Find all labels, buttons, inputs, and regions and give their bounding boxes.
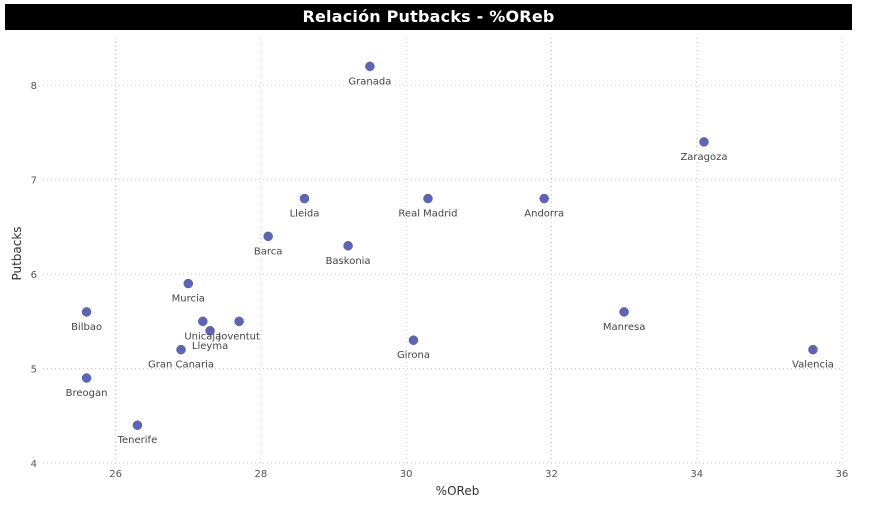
scatter-point[interactable] — [176, 344, 186, 355]
scatter-point[interactable] — [81, 307, 92, 317]
x-tick-label: 26 — [109, 469, 122, 480]
data-points — [81, 61, 818, 430]
point-label: Manresa — [603, 322, 645, 333]
scatter-point[interactable] — [263, 231, 273, 242]
y-tick-label: 8 — [31, 81, 37, 92]
point-label: Breogan — [66, 388, 108, 399]
point-label: Valencia — [792, 360, 834, 371]
point-label: Joventut — [217, 331, 260, 342]
x-tick-label: 32 — [545, 469, 558, 480]
scatter-point[interactable] — [343, 241, 353, 251]
x-tick-label: 30 — [400, 469, 413, 480]
point-label: Murcia — [172, 294, 205, 305]
point-label: Tenerife — [117, 435, 158, 446]
scatter-point[interactable] — [619, 307, 629, 317]
point-label: Girona — [397, 350, 430, 361]
scatter-point[interactable] — [132, 420, 143, 430]
y-tick-label: 5 — [31, 365, 37, 376]
data-labels: Granada Zaragoza Lleida Real Madrid Andorra B… — [66, 76, 834, 446]
point-label: Andorra — [524, 209, 564, 220]
y-axis-title: Putbacks — [10, 226, 24, 280]
scatter-point[interactable] — [423, 193, 433, 204]
scatter-point[interactable] — [198, 316, 208, 327]
x-tick-label: 34 — [690, 469, 703, 480]
scatter-point[interactable] — [539, 193, 549, 204]
grid — [43, 38, 843, 464]
y-tick-label: 7 — [31, 176, 37, 187]
scatter-point[interactable] — [183, 278, 194, 289]
point-label: Baskonia — [326, 256, 371, 267]
x-tick-label: 28 — [255, 469, 268, 480]
y-tick-label: 6 — [31, 270, 37, 281]
point-label: Lleida — [290, 209, 320, 220]
scatter-point[interactable] — [299, 193, 310, 204]
y-tick-label: 4 — [31, 459, 37, 470]
axis-ticks: 26 28 30 32 34 36 4 5 6 7 8 — [31, 81, 849, 480]
point-label: Unicaja — [184, 331, 221, 342]
point-label: Real Madrid — [398, 209, 457, 220]
chart-title: Relación Putbacks - %OReb — [5, 4, 852, 30]
point-label: Lleyma — [192, 341, 228, 352]
point-label: Gran Canaria — [148, 360, 214, 371]
scatter-point[interactable] — [808, 344, 818, 355]
point-label: Barca — [254, 246, 283, 257]
scatter-point[interactable] — [365, 61, 375, 72]
point-label: Zaragoza — [680, 152, 727, 163]
scatter-point[interactable] — [408, 335, 419, 345]
scatter-point[interactable] — [699, 137, 709, 147]
x-axis-title: %OReb — [436, 484, 480, 498]
x-tick-label: 36 — [836, 469, 849, 480]
scatter-point[interactable] — [81, 373, 92, 383]
point-label: Granada — [348, 76, 391, 87]
scatter-point[interactable] — [234, 316, 244, 327]
point-label: Bilbao — [71, 322, 102, 333]
scatter-point[interactable] — [205, 326, 215, 336]
